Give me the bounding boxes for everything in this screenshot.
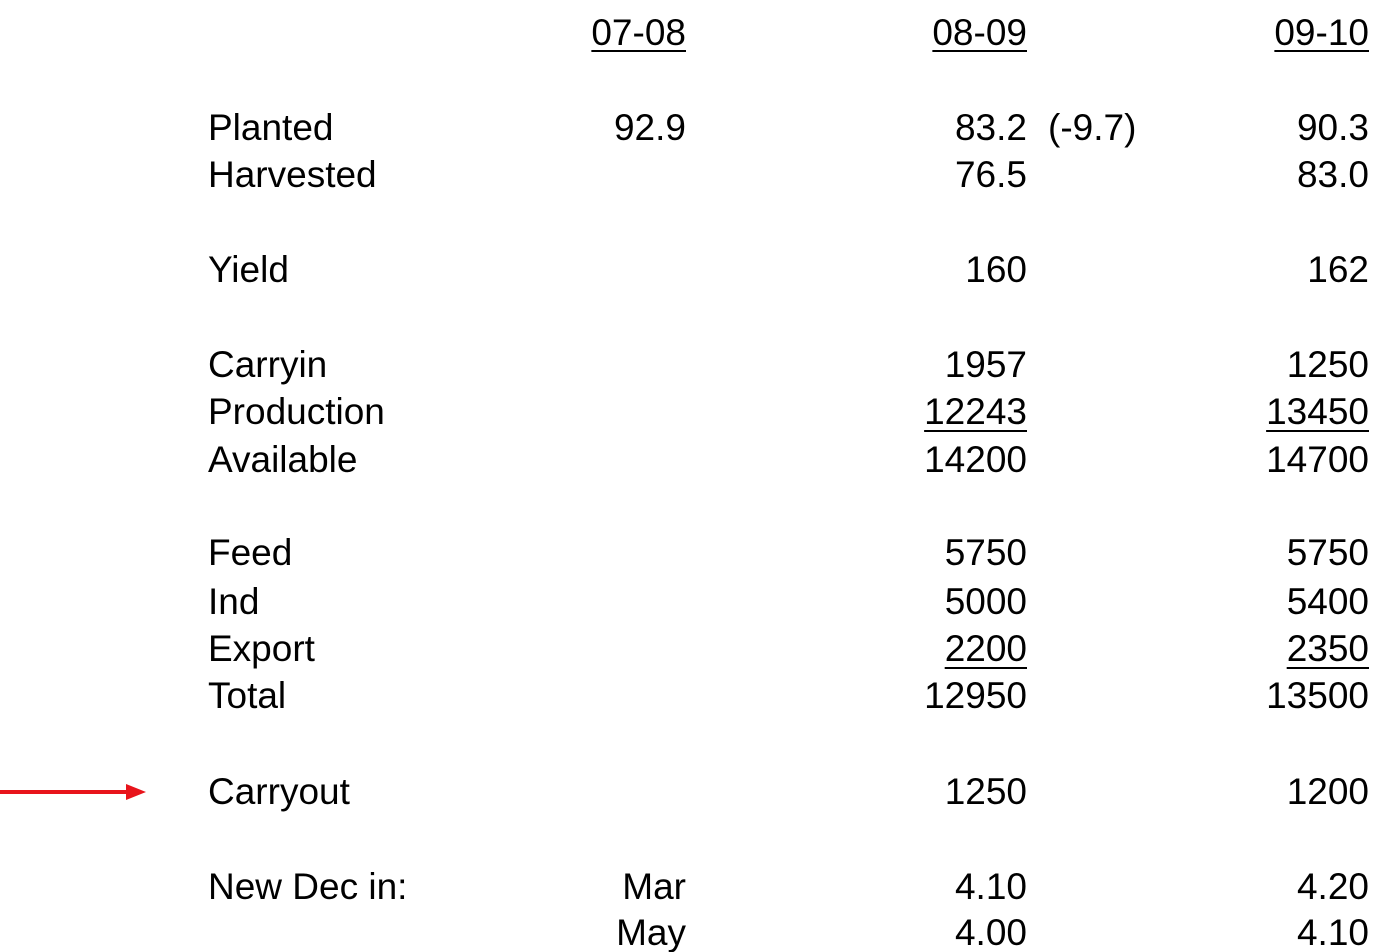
row-label: Total (208, 675, 287, 716)
row-label: Planted (208, 107, 334, 148)
cell-value: 4.20 (1296, 866, 1369, 907)
cell-value: 5000 (944, 581, 1027, 622)
cell-value: 5400 (1286, 581, 1369, 622)
cell-value: 13450 (1266, 391, 1369, 432)
cell-value: 14700 (1266, 439, 1369, 480)
cell-value: 160 (965, 249, 1027, 290)
column-header: 07-08 (591, 12, 686, 53)
cell-value: 14200 (924, 439, 1027, 480)
cell-value: 1200 (1286, 771, 1369, 812)
cell-value: 2200 (944, 628, 1027, 669)
cell-value: Mar (622, 866, 686, 907)
row-label: New Dec in: (208, 866, 408, 907)
row-label: Carryout (208, 771, 350, 812)
cell-value: 1250 (944, 771, 1027, 812)
column-header: 09-10 (1274, 12, 1369, 53)
column-header: 08-09 (932, 12, 1027, 53)
cell-value: 12243 (924, 391, 1027, 432)
cell-value: 5750 (944, 532, 1027, 573)
pointer-arrow (0, 784, 146, 800)
row-label: Yield (208, 249, 289, 290)
cell-value: 4.00 (954, 912, 1027, 952)
cell-value: May (616, 912, 686, 952)
cell-value: 83.0 (1296, 154, 1369, 195)
cell-value: 76.5 (954, 154, 1027, 195)
row-label: Production (208, 391, 385, 432)
cell-value: 4.10 (1296, 912, 1369, 952)
row-label: Export (208, 628, 315, 669)
cell-value: 4.10 (954, 866, 1027, 907)
cell-value: 1250 (1286, 344, 1369, 385)
cell-value: 83.2 (954, 107, 1027, 148)
cell-value: 92.9 (613, 107, 686, 148)
cell-value: 5750 (1286, 532, 1369, 573)
row-label: Ind (208, 581, 260, 622)
row-label: Feed (208, 532, 293, 573)
cell-value: 13500 (1266, 675, 1369, 716)
row-label: Harvested (208, 154, 377, 195)
cell-value: 1957 (944, 344, 1027, 385)
cell-value: 162 (1307, 249, 1369, 290)
row-label: Carryin (208, 344, 328, 385)
arrow-head (126, 784, 146, 800)
cell-value: 2350 (1286, 628, 1369, 669)
cell-value: 90.3 (1296, 107, 1369, 148)
cell-value: 12950 (924, 675, 1027, 716)
cell-note: (-9.7) (1048, 107, 1137, 148)
row-label: Available (208, 439, 358, 480)
